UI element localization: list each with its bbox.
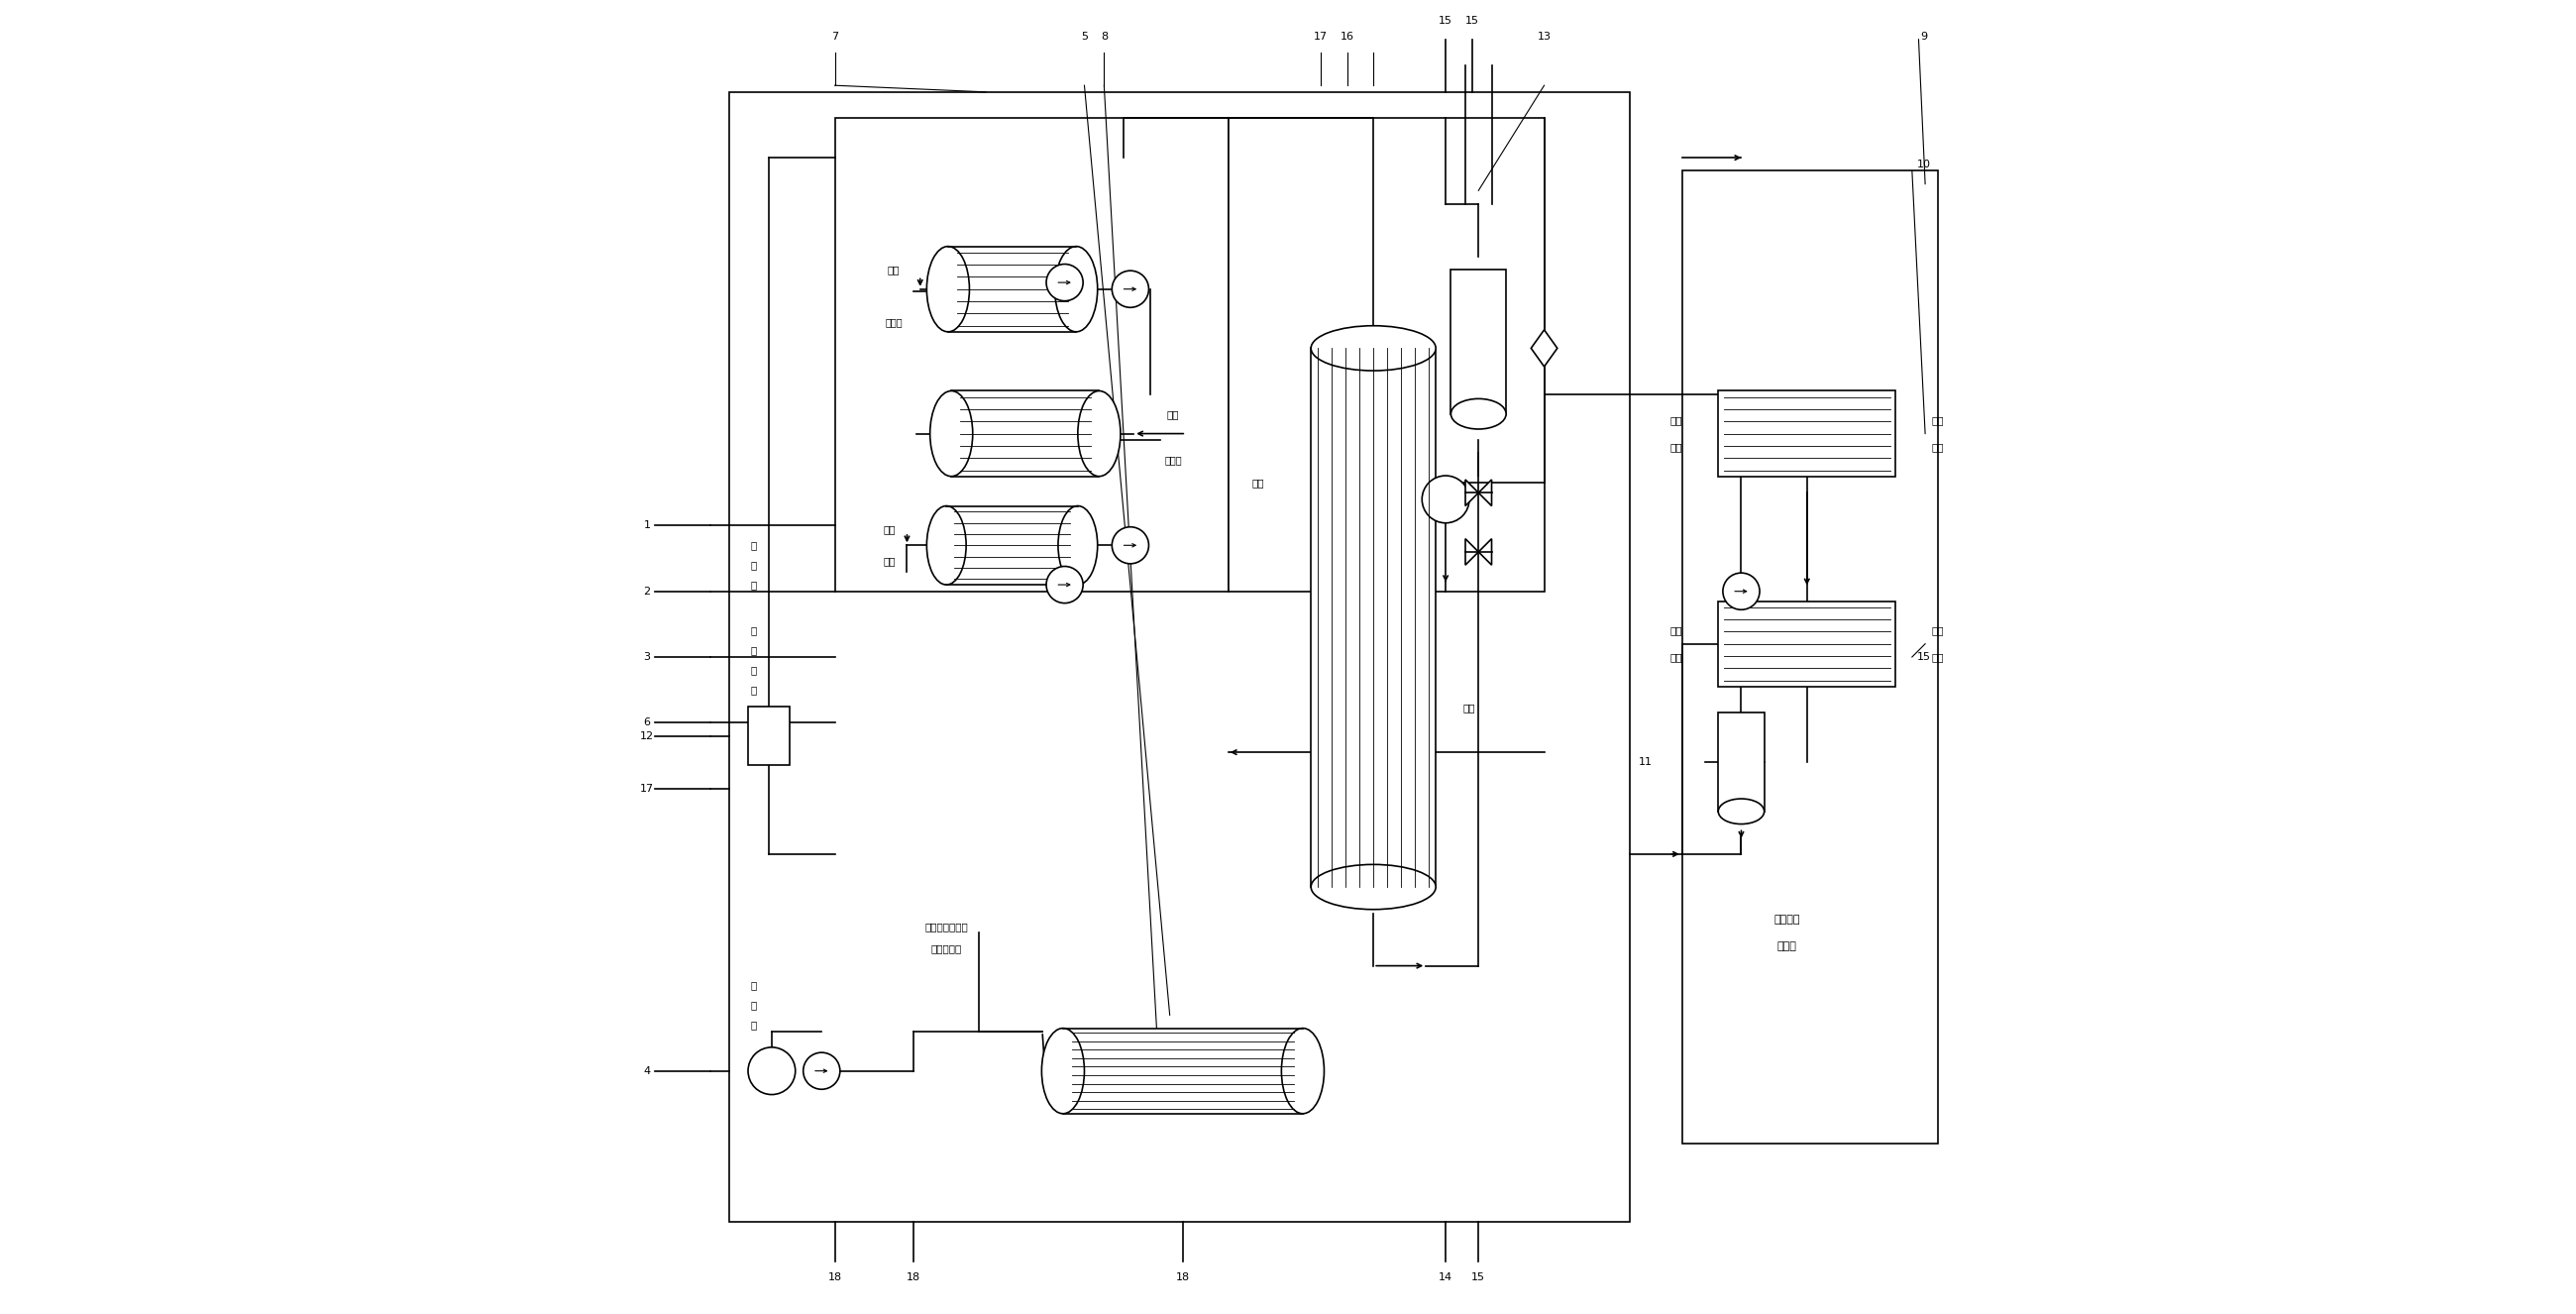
- Text: 15: 15: [1440, 16, 1453, 26]
- Ellipse shape: [1311, 326, 1435, 371]
- Bar: [951, 392, 1100, 477]
- Bar: [945, 506, 1077, 585]
- Circle shape: [1046, 566, 1082, 603]
- Text: 新: 新: [750, 980, 757, 991]
- Text: 环水: 环水: [1932, 652, 1945, 662]
- Text: 蒸汽: 蒸汽: [1167, 409, 1180, 419]
- Text: 氢: 氢: [750, 579, 757, 590]
- Circle shape: [747, 1047, 796, 1095]
- Text: 循: 循: [750, 540, 757, 551]
- Text: 10: 10: [1917, 159, 1932, 170]
- Text: 18: 18: [907, 1272, 920, 1282]
- Bar: [835, 118, 1229, 591]
- Circle shape: [1422, 476, 1468, 523]
- Text: 1: 1: [644, 520, 649, 531]
- Bar: [1064, 1028, 1303, 1114]
- Text: 蒸汽: 蒸汽: [889, 264, 899, 275]
- Polygon shape: [1479, 480, 1492, 506]
- Circle shape: [1046, 264, 1082, 301]
- Text: 环水: 环水: [1669, 442, 1682, 452]
- Bar: [1718, 392, 1896, 477]
- Ellipse shape: [1311, 865, 1435, 909]
- Text: 制系统: 制系统: [1777, 941, 1798, 951]
- Bar: [1718, 712, 1765, 812]
- Ellipse shape: [927, 247, 969, 332]
- Text: 17: 17: [639, 783, 654, 794]
- Text: 2: 2: [644, 586, 649, 597]
- Text: 来自精制系统脱: 来自精制系统脱: [925, 921, 969, 932]
- Text: 13: 13: [1538, 32, 1551, 42]
- Text: 环水: 环水: [1932, 442, 1945, 452]
- Text: 9: 9: [1919, 32, 1927, 42]
- Text: 4: 4: [644, 1066, 649, 1076]
- Text: 18: 18: [1175, 1272, 1190, 1282]
- Text: 热水: 热水: [1463, 703, 1476, 712]
- Circle shape: [1113, 527, 1149, 564]
- Polygon shape: [1466, 539, 1479, 565]
- Ellipse shape: [1059, 506, 1097, 585]
- Ellipse shape: [1280, 1029, 1324, 1114]
- Text: 8: 8: [1100, 32, 1108, 42]
- Text: 热水: 热水: [884, 524, 896, 535]
- Polygon shape: [1479, 539, 1492, 565]
- Text: 去分离精: 去分离精: [1775, 915, 1801, 925]
- Bar: [747, 707, 791, 765]
- Text: 3: 3: [644, 652, 649, 662]
- Ellipse shape: [1077, 392, 1121, 477]
- Ellipse shape: [930, 392, 974, 477]
- Text: 16: 16: [1340, 32, 1355, 42]
- Text: 气: 气: [750, 625, 757, 636]
- Text: 环: 环: [750, 665, 757, 675]
- Ellipse shape: [1450, 398, 1507, 430]
- Text: 热水: 热水: [1252, 478, 1265, 487]
- Text: 15: 15: [1471, 1272, 1486, 1282]
- Text: 热水: 热水: [884, 556, 896, 566]
- Polygon shape: [1466, 480, 1479, 506]
- Text: 热循: 热循: [1669, 415, 1682, 426]
- Text: 冷循: 冷循: [1669, 625, 1682, 636]
- Text: 18: 18: [827, 1272, 842, 1282]
- Text: 冷凝液: 冷凝液: [886, 317, 902, 327]
- Circle shape: [1113, 271, 1149, 307]
- Text: 氢: 氢: [750, 1020, 757, 1030]
- Ellipse shape: [1041, 1029, 1084, 1114]
- Text: 环: 环: [750, 560, 757, 570]
- Text: 15: 15: [1917, 652, 1932, 662]
- Text: 5: 5: [1082, 32, 1087, 42]
- Text: 12: 12: [639, 731, 654, 741]
- Text: 6: 6: [644, 717, 649, 728]
- Text: 17: 17: [1314, 32, 1327, 42]
- Bar: [1682, 171, 1937, 1143]
- Ellipse shape: [1054, 247, 1097, 332]
- Text: 热循: 热循: [1932, 625, 1945, 636]
- Bar: [1311, 348, 1435, 887]
- Bar: [1718, 602, 1896, 686]
- Ellipse shape: [927, 506, 966, 585]
- Text: 冷循: 冷循: [1932, 415, 1945, 426]
- Text: 鲜: 鲜: [750, 1000, 757, 1010]
- Text: 环水: 环水: [1669, 652, 1682, 662]
- Ellipse shape: [1718, 799, 1765, 824]
- Text: 11: 11: [1638, 757, 1651, 767]
- Circle shape: [804, 1053, 840, 1089]
- Text: 机: 机: [750, 685, 757, 695]
- Text: 氨塔顶气氨: 氨塔顶气氨: [930, 943, 961, 954]
- Circle shape: [1723, 573, 1759, 610]
- Bar: [1450, 269, 1507, 414]
- Bar: [729, 92, 1631, 1222]
- Bar: [1229, 118, 1543, 591]
- Text: 循: 循: [750, 645, 757, 656]
- Text: 14: 14: [1437, 1272, 1453, 1282]
- Text: 15: 15: [1466, 16, 1479, 26]
- Text: 7: 7: [832, 32, 837, 42]
- Bar: [948, 247, 1077, 332]
- Polygon shape: [1530, 330, 1558, 367]
- Text: 冷凝液: 冷凝液: [1164, 455, 1182, 465]
